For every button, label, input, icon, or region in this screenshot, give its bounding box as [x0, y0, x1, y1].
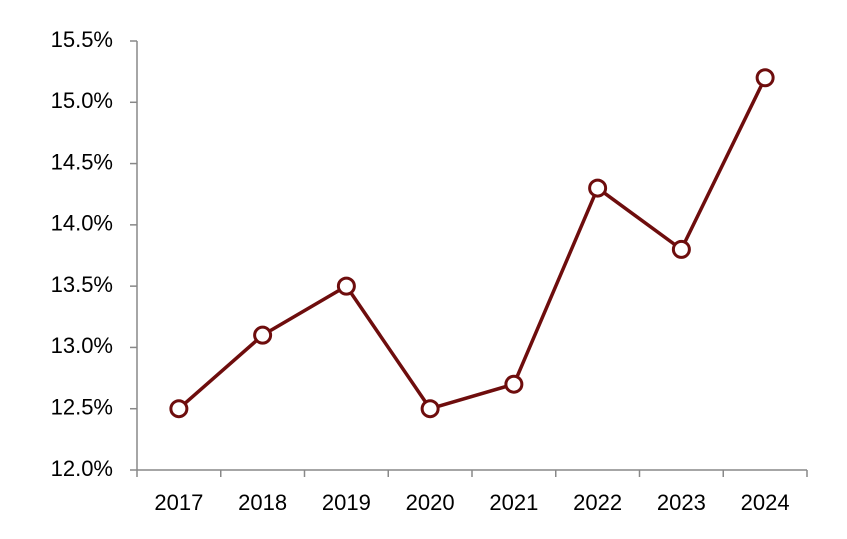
- y-tick-label: 12.0%: [51, 456, 113, 481]
- marker: [755, 68, 775, 88]
- y-tick-label: 15.5%: [51, 27, 113, 52]
- line: [177, 77, 767, 411]
- x-tick-label: 2019: [322, 490, 371, 515]
- y-tick-label: 14.0%: [51, 211, 113, 236]
- marker: [169, 399, 189, 419]
- x-tick-label: 2018: [238, 490, 287, 515]
- x-tick-label: 2020: [406, 490, 455, 515]
- marker: [253, 325, 273, 345]
- marker: [504, 374, 524, 394]
- y-tick-label: 13.0%: [51, 333, 113, 358]
- x-tick-label: 2021: [489, 490, 538, 515]
- marker: [588, 178, 608, 198]
- y-tick-label: 14.5%: [51, 149, 113, 174]
- marker: [336, 276, 356, 296]
- x-tick-label: 2024: [741, 490, 790, 515]
- x-tick-label: 2017: [154, 490, 203, 515]
- y-tick-label: 13.5%: [51, 272, 113, 297]
- y-tick-label: 12.5%: [51, 395, 113, 420]
- marker: [671, 239, 691, 259]
- x-tick-label: 2022: [573, 490, 622, 515]
- y-tick-label: 15.0%: [51, 88, 113, 113]
- marker: [420, 399, 440, 419]
- x-tick-label: 2023: [657, 490, 706, 515]
